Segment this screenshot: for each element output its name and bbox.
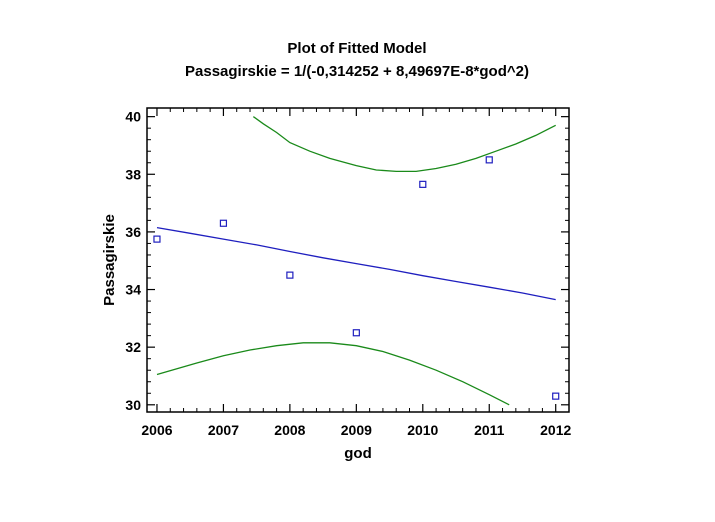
x-tick-label: 2009 <box>341 422 372 438</box>
y-tick-label: 36 <box>125 224 141 240</box>
x-tick-label: 2010 <box>407 422 438 438</box>
plot-frame <box>146 107 570 413</box>
lower-limit-line <box>156 342 510 406</box>
x-tick-label: 2011 <box>474 422 505 438</box>
y-tick-labels: 30 32 34 36 38 40 <box>125 109 141 413</box>
data-point <box>485 156 493 164</box>
x-tick-label: 2007 <box>208 422 239 438</box>
series-layer <box>153 116 560 406</box>
chart-title: Plot of Fitted Model <box>287 40 426 57</box>
x-axis-title: god <box>344 445 372 462</box>
data-point <box>286 271 294 279</box>
upper-limit-line <box>252 116 556 173</box>
fitted-line <box>156 226 556 301</box>
data-point <box>419 180 427 188</box>
y-axis-title: Passagirskie <box>101 214 118 306</box>
chart-subtitle: Passagirskie = 1/(-0,314252 + 8,49697E-8… <box>185 63 529 80</box>
y-tick-label: 32 <box>125 339 141 355</box>
x-tick-labels: 2006 2007 2008 2009 2010 2011 2012 <box>141 422 571 438</box>
y-tick-label: 40 <box>125 109 141 125</box>
x-tick-label: 2008 <box>274 422 305 438</box>
x-tick-label: 2006 <box>141 422 172 438</box>
data-point <box>153 235 161 243</box>
x-tick-label: 2012 <box>540 422 571 438</box>
y-tick-label: 38 <box>125 166 141 182</box>
axis-ticks <box>147 108 569 412</box>
y-tick-label: 34 <box>125 282 141 298</box>
y-tick-label: 30 <box>125 397 141 413</box>
data-point <box>352 329 360 337</box>
data-point <box>552 392 560 400</box>
data-point <box>219 219 228 227</box>
